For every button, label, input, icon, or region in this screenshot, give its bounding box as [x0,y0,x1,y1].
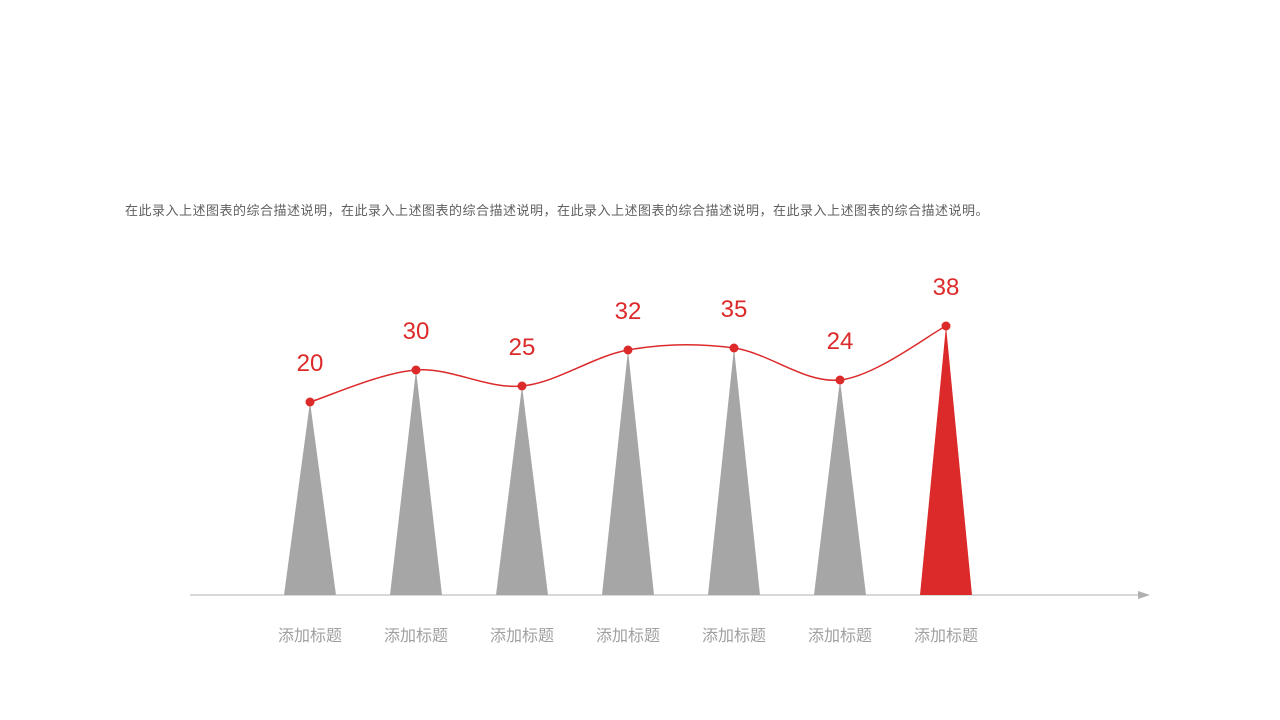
cone [602,350,654,595]
x-axis-label: 添加标题 [808,622,872,646]
data-marker [518,382,527,391]
data-marker [624,346,633,355]
cone [284,402,336,595]
cone-line-chart [190,280,1150,620]
x-axis-arrowhead-icon [1138,591,1150,599]
cone [708,348,760,595]
x-axis-labels-layer: 添加标题 添加标题 添加标题 添加标题 添加标题 添加标题 添加标题 [190,622,1150,652]
chart-svg [190,280,1150,620]
cone [390,370,442,595]
x-axis-label: 添加标题 [914,622,978,646]
chart-description: 在此录入上述图表的综合描述说明，在此录入上述图表的综合描述说明，在此录入上述图表… [125,200,989,219]
data-marker [730,344,739,353]
data-marker [942,322,951,331]
x-axis-label: 添加标题 [596,622,660,646]
data-marker [836,376,845,385]
x-axis-label: 添加标题 [490,622,554,646]
x-axis-label: 添加标题 [702,622,766,646]
data-marker [412,366,421,375]
data-marker [306,398,315,407]
cone [496,386,548,595]
x-axis-label: 添加标题 [384,622,448,646]
cone [814,380,866,595]
x-axis-label: 添加标题 [278,622,342,646]
cone-highlighted [920,326,972,595]
